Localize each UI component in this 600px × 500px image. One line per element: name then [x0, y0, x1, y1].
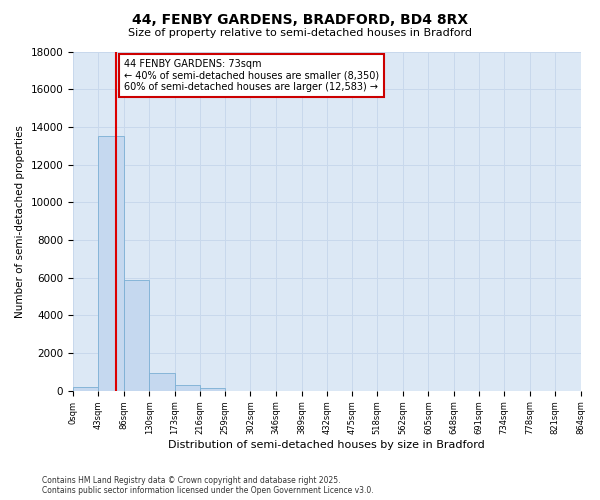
Text: 44, FENBY GARDENS, BRADFORD, BD4 8RX: 44, FENBY GARDENS, BRADFORD, BD4 8RX [132, 12, 468, 26]
Y-axis label: Number of semi-detached properties: Number of semi-detached properties [15, 124, 25, 318]
Bar [124, 280, 149, 390]
Text: Contains public sector information licensed under the Open Government Licence v3: Contains public sector information licen… [42, 486, 374, 495]
Bar [98, 136, 124, 390]
X-axis label: Distribution of semi-detached houses by size in Bradford: Distribution of semi-detached houses by … [169, 440, 485, 450]
Text: Size of property relative to semi-detached houses in Bradford: Size of property relative to semi-detach… [128, 28, 472, 38]
Text: Contains HM Land Registry data © Crown copyright and database right 2025.: Contains HM Land Registry data © Crown c… [42, 476, 341, 485]
Bar [200, 388, 225, 390]
Bar [73, 387, 98, 390]
Bar [149, 373, 175, 390]
Bar [175, 384, 200, 390]
Text: 44 FENBY GARDENS: 73sqm
← 40% of semi-detached houses are smaller (8,350)
60% of: 44 FENBY GARDENS: 73sqm ← 40% of semi-de… [124, 59, 379, 92]
